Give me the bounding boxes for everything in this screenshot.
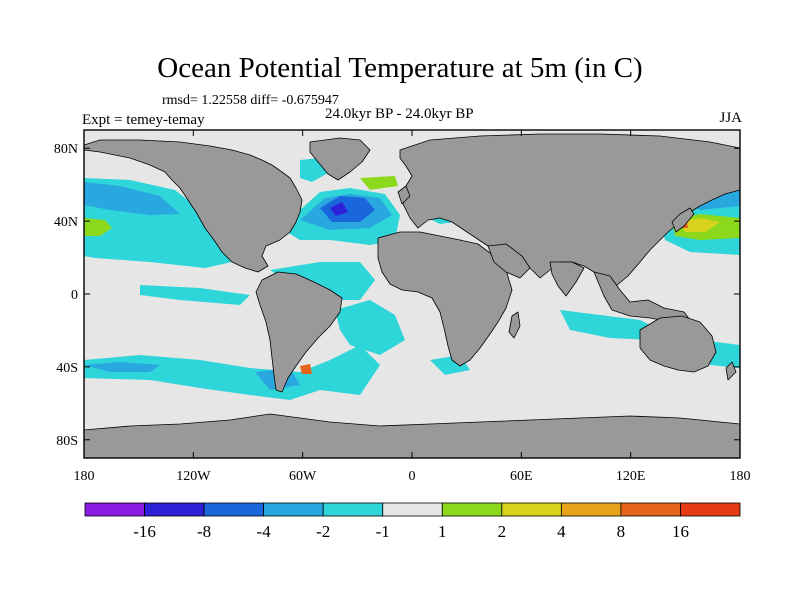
land-africa [377, 231, 513, 367]
anomaly-patch-indian-ocean [560, 310, 660, 340]
experiment-label: Expt = temey-temay [82, 112, 205, 128]
land-australia [639, 315, 717, 373]
colorbar-swatch [382, 502, 443, 517]
colorbar-swatch [203, 502, 265, 517]
period-label: 24.0kyr BP - 24.0kyr BP [325, 106, 474, 122]
land-greenland [309, 137, 371, 181]
y-tick-label: 40S [56, 361, 78, 376]
x-tick-label: 120W [176, 469, 211, 484]
land-new-zealand [725, 361, 737, 381]
colorbar-label: 16 [672, 522, 689, 541]
x-tick-label: 120E [616, 469, 646, 484]
x-axis-ticks: 180 120W 60W 0 60E 120E 180 [74, 130, 751, 484]
colorbar-label: 8 [617, 522, 626, 541]
x-tick-label: 180 [74, 469, 95, 484]
map-area [84, 130, 740, 458]
colorbar-label: -1 [376, 522, 390, 541]
colorbar-label: -2 [316, 522, 330, 541]
colorbar-swatch [620, 502, 681, 517]
colorbar: -16 -8 -4 -2 -1 1 2 4 8 16 [84, 502, 741, 541]
colorbar-swatch [263, 502, 324, 517]
colorbar-swatch [501, 502, 562, 517]
y-tick-label: 80N [54, 142, 78, 157]
land-arabia [487, 243, 531, 279]
land-antarctica [84, 413, 740, 458]
x-tick-label: 60E [510, 469, 533, 484]
anomaly-patch-north-atlantic-coldest [330, 202, 348, 216]
anomaly-patch-north-atlantic-cold [320, 196, 375, 222]
colorbar-swatch [144, 502, 205, 517]
land-japan [671, 207, 695, 233]
colorbar-label: 1 [438, 522, 447, 541]
anomaly-patch-southern-ocean-1 [84, 345, 380, 400]
anomaly-patch-nordic-warm [360, 176, 398, 190]
land-madagascar [508, 311, 521, 339]
anomaly-patch-kuroshio-hot [680, 218, 720, 232]
y-tick-label: 80S [56, 434, 78, 449]
colorbar-swatch [560, 502, 622, 517]
colorbar-label: -8 [197, 522, 211, 541]
land-british-isles [397, 185, 411, 205]
season-label: JJA [719, 110, 742, 126]
land-masses [84, 133, 740, 458]
colorbar-label: -16 [133, 522, 156, 541]
x-tick-label: 0 [409, 469, 416, 484]
anomaly-patch-south-atlantic [335, 300, 405, 355]
land-india [549, 261, 585, 297]
colorbar-swatch [441, 502, 503, 517]
x-tick-label: 60W [289, 469, 317, 484]
anomaly-patch-southern-ocean-warm [300, 364, 312, 374]
land-south-america [255, 271, 343, 393]
colorbar-label: -4 [257, 522, 272, 541]
colorbar-swatch [680, 502, 741, 517]
y-axis-ticks: 80N 40N 0 40S 80S [54, 142, 740, 449]
land-north-america [84, 139, 303, 273]
map-title: Ocean Potential Temperature at 5m (in C) [157, 52, 643, 84]
colorbar-swatch [84, 502, 145, 517]
stats-label: rmsd= 1.22558 diff= -0.675947 [162, 93, 339, 108]
colorbar-label: 2 [498, 522, 507, 541]
x-tick-label: 180 [730, 469, 751, 484]
anomaly-patch-equatorial-pacific [140, 285, 250, 305]
y-tick-label: 0 [71, 288, 78, 303]
land-southeast-asia [593, 271, 691, 323]
colorbar-label: 4 [557, 522, 566, 541]
anomaly-patch-pacific-warm [84, 218, 112, 236]
colorbar-swatch [322, 502, 384, 517]
land-eurasia [399, 133, 740, 287]
anomaly-patch-north-pacific-east-core [84, 182, 180, 215]
anomaly-patch-southern-ocean-2 [84, 362, 160, 372]
y-tick-label: 40N [54, 215, 78, 230]
anomaly-patch-tropical-atlantic [270, 262, 375, 300]
